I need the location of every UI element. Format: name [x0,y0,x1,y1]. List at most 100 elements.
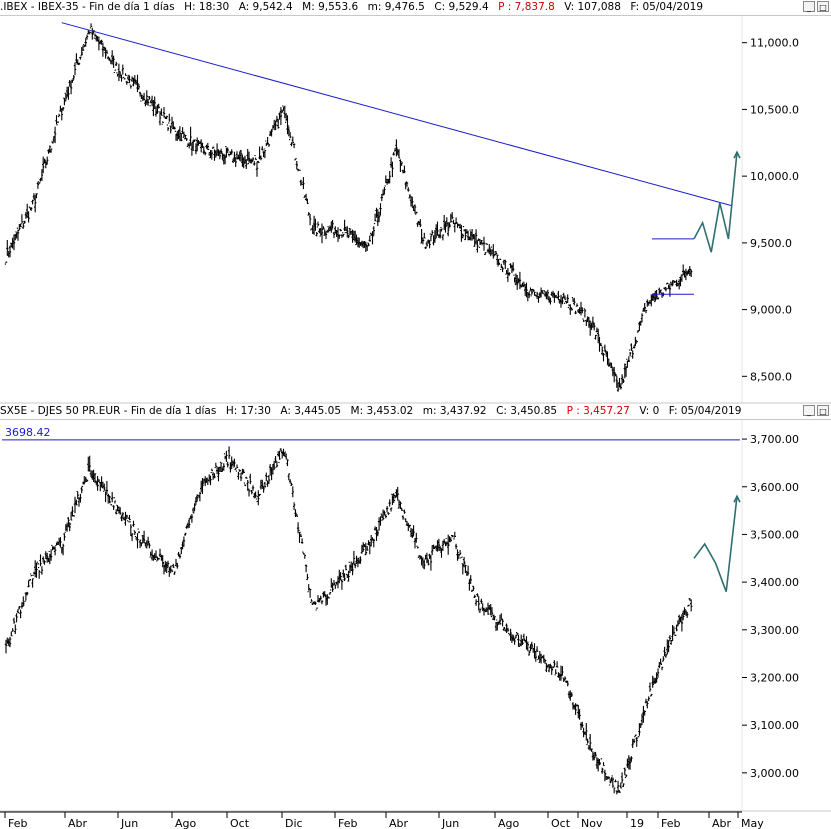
ibex-time: H: 18:30 [184,1,230,13]
ibex-ohlc-bar [274,120,277,131]
sx5e-ohlc-bar [194,497,198,505]
ibex-ohlc-bar [121,64,124,75]
sx5e-ohlc-bar [477,596,480,611]
sx5e-ohlc-bar [334,583,337,589]
x-axis-label: Abr [712,817,732,829]
ibex-ohlc-bar [472,233,475,240]
sx5e-ohlc-bar [219,461,223,472]
ibex-ohlc-bar [138,91,142,97]
ibex-ohlc-bar [302,177,305,190]
sx5e-ohlc-bar [493,614,496,621]
sx5e-ohlc-bar [356,557,360,568]
sx5e-ohlc-bar [650,694,653,697]
sx5e-ohlc-bar [237,471,240,480]
ibex-ytick-label: 10,000.0 [750,170,799,183]
ibex-ohlc-bar [431,230,434,236]
sx5e-ohlc-bar [505,623,508,633]
ibex-ohlc-bar [452,219,455,225]
sx5e-ohlc-bar [619,782,622,789]
ibex-ohlc-bar [261,146,264,151]
ibex-ohlc-bar [408,194,411,199]
ibex-ohlc-bar [55,115,58,125]
sx5e-ohlc-bar [201,478,204,494]
ibex-ohlc-bar [611,367,614,377]
ibex-ohlc-bar [656,297,660,300]
ibex-ohlc-bar [36,181,40,189]
ibex-ohlc-bar [338,234,341,239]
ibex-ohlc-bar [630,343,633,351]
ibex-ohlc-bar [559,294,563,308]
ibex-ohlc-bar [331,220,334,229]
sx5e-ohlc-bar [447,534,450,555]
sx5e-ohlc-bar [97,478,101,482]
ibex-high: M: 9,553.6 [302,1,359,13]
ibex-ohlc-bar [230,149,233,155]
ibex-price-bars [4,23,693,392]
sx5e-ohlc-bar [16,609,20,614]
sx5e-ohlc-bar [121,512,124,519]
ibex-ohlc-bar [63,97,66,106]
sx5e-ohlc-bar [512,634,515,642]
sx5e-ohlc-bar [397,499,401,509]
sx5e-ohlc-bar [472,585,475,591]
sx5e-ohlc-bar [72,515,75,517]
sx5e-ohlc-bar [12,617,16,624]
ibex-ohlc-bar [424,246,427,249]
sx5e-ohlc-bar [686,612,689,618]
sx5e-ohlc-bar [389,507,393,512]
sx5e-ohlc-bar [290,482,293,486]
ibex-ohlc-bar [634,336,637,347]
ibex-ohlc-bar [512,262,515,272]
sx5e-ohlc-bar [559,665,563,681]
sx5e-ohlc-bar [626,758,629,768]
x-axis-label: Oct [230,817,250,829]
sx5e-ohlc-bar [622,783,625,787]
ibex-ohlc-bar [425,241,429,247]
ibex-ohlc-bar [115,61,118,66]
sx5e-ohlc-bar [354,563,357,569]
ibex-ohlc-bar [169,125,172,134]
ibex-ohlc-bar [575,303,579,307]
sx5e-ohlc-bar [233,458,236,468]
sx5e-ohlc-bar [400,507,403,511]
sx5e-ohlc-bar [658,662,661,669]
ibex-ohlc-bar [640,313,644,323]
sx5e-ohlc-bar [396,486,399,501]
sx5e-ohlc-bar [310,599,313,604]
sx5e-ohlc-bar [680,614,684,632]
ibex-ohlc-bar [91,27,94,40]
ibex-ohlc-bar [61,107,65,111]
sx5e-ohlc-bar [598,759,601,766]
sx5e-ohlc-bar [138,539,142,548]
sx5e-ohlc-bar [381,509,385,521]
sx5e-close: C: 3,450.85 [496,405,558,417]
sx5e-ohlc-bar [456,549,459,561]
x-axis-label: 19 [630,817,644,829]
maximize-button[interactable]: □ [817,405,829,416]
sx5e-ohlc-bar [682,610,685,621]
sx5e-ohlc-bar [85,479,89,482]
sx5e-ohlc-bar [26,591,29,596]
sx5e-ohlc-bar [535,646,539,652]
ibex-ohlc-bar [371,231,374,245]
ibex-ohlc-bar [346,226,349,238]
x-axis-label: Jun [441,817,459,829]
sx5e-ohlc-bar [514,634,518,639]
minimize-button[interactable]: _ [803,405,815,416]
sx5e-ohlc-bar [403,509,406,514]
sx5e-ohlc-bar [142,530,146,543]
sx5e-ohlc-bar [586,738,589,746]
sx5e-ohlc-bar [166,560,170,568]
sx5e-ohlc-bar [239,472,243,482]
sx5e-ohlc-bar [466,565,470,576]
sx5e-ohlc-bar [314,601,317,605]
sx5e-ohlc-bar [427,559,430,566]
maximize-button[interactable]: □ [817,1,829,12]
ibex-ohlc-bar [367,242,370,247]
sx5e-ohlc-bar [561,666,564,676]
sx5e-ohlc-bar [687,604,690,607]
minimize-button[interactable]: _ [803,1,815,12]
sx5e-ohlc-bar [655,672,658,683]
sx5e-ohlc-bar [476,593,479,597]
